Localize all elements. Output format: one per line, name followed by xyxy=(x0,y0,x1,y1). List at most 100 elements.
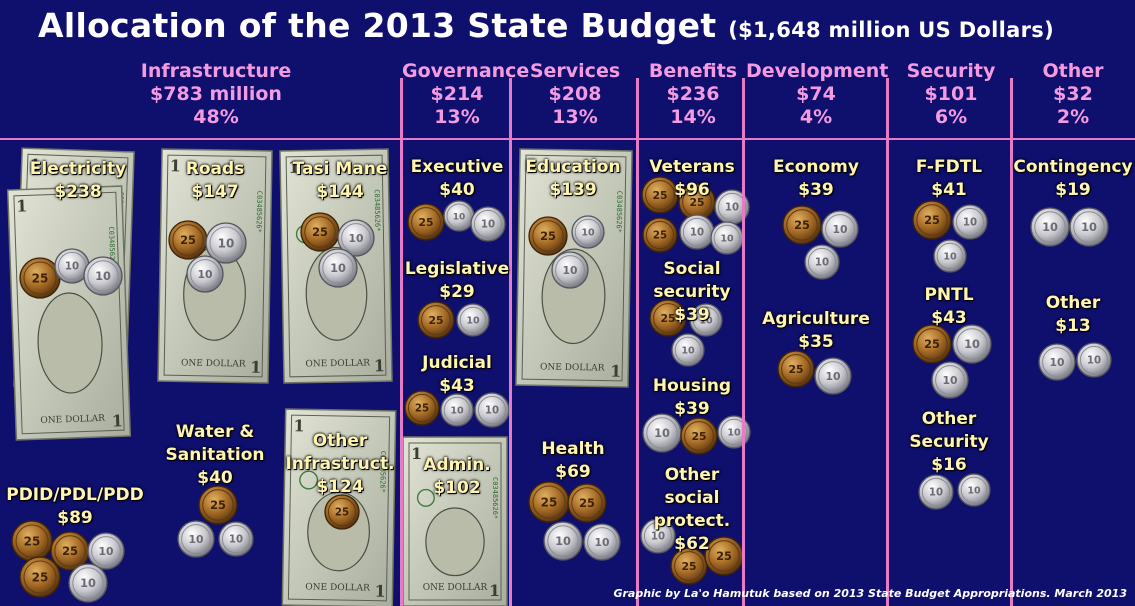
silver-coin-icon: 10 xyxy=(1069,207,1109,247)
silver-coin-icon: 10 xyxy=(470,206,506,242)
silver-coin-icon: 10 xyxy=(218,521,254,557)
copper-coin-icon: 25 xyxy=(670,547,708,585)
svg-text:10: 10 xyxy=(229,535,243,546)
copper-coin-icon: 25 xyxy=(168,220,208,260)
svg-text:25: 25 xyxy=(418,216,433,229)
svg-text:10: 10 xyxy=(188,533,203,546)
item-legislative: Legislative $29 xyxy=(404,259,510,302)
category-benefits: Benefits $236 14% xyxy=(648,60,738,128)
svg-text:10: 10 xyxy=(1042,220,1058,234)
silver-coin-icon: 10 xyxy=(821,210,859,248)
svg-text:25: 25 xyxy=(653,231,667,242)
column-divider xyxy=(509,78,512,606)
item-electricity: Electricity $238 xyxy=(29,159,127,202)
svg-text:C03485626*: C03485626* xyxy=(107,226,116,268)
copper-coin-icon: 25 xyxy=(567,483,607,523)
item-other-security: Other Security $16 xyxy=(909,409,989,475)
svg-text:25: 25 xyxy=(32,570,49,584)
silver-coin-icon: 10 xyxy=(474,392,510,428)
svg-text:25: 25 xyxy=(691,430,706,443)
svg-text:10: 10 xyxy=(485,406,499,417)
svg-text:10: 10 xyxy=(963,218,977,229)
copper-coin-icon: 25 xyxy=(680,417,718,455)
silver-coin-icon: 10 xyxy=(571,215,605,249)
silver-coin-icon: 10 xyxy=(671,333,705,367)
svg-text:1: 1 xyxy=(250,358,261,377)
item-water-sanitation: Water & Sanitation $40 xyxy=(165,422,265,488)
svg-text:10: 10 xyxy=(943,252,957,263)
svg-text:10: 10 xyxy=(964,337,980,351)
svg-text:10: 10 xyxy=(555,534,571,548)
silver-coin-icon: 10 xyxy=(583,523,621,561)
svg-text:10: 10 xyxy=(681,346,695,357)
svg-text:10: 10 xyxy=(197,268,212,281)
svg-text:1: 1 xyxy=(528,156,539,175)
silver-coin-icon: 10 xyxy=(814,357,852,395)
copper-coin-icon: 25 xyxy=(19,556,61,598)
svg-text:25: 25 xyxy=(210,498,226,512)
svg-text:10: 10 xyxy=(450,406,464,417)
svg-text:10: 10 xyxy=(825,370,840,383)
svg-text:10: 10 xyxy=(727,428,741,439)
svg-text:10: 10 xyxy=(832,223,847,236)
copper-coin-icon: 25 xyxy=(407,203,445,241)
svg-text:10: 10 xyxy=(654,426,670,440)
item-education: Education $139 xyxy=(525,157,621,200)
svg-text:10: 10 xyxy=(1049,356,1064,369)
item-housing: Housing $39 xyxy=(652,376,732,419)
silver-coin-icon: 10 xyxy=(443,200,475,232)
svg-text:25: 25 xyxy=(540,229,556,243)
svg-text:10: 10 xyxy=(942,374,957,387)
svg-text:10: 10 xyxy=(348,232,363,245)
copper-coin-icon: 25 xyxy=(404,390,440,426)
svg-text:1: 1 xyxy=(374,582,385,601)
silver-coin-icon: 10 xyxy=(186,255,224,293)
source-credit: Graphic by La'o Hamutuk based on 2013 St… xyxy=(613,587,1127,600)
item-judicial: Judicial $43 xyxy=(422,353,492,396)
svg-text:C03485626*: C03485626* xyxy=(615,191,624,233)
svg-text:25: 25 xyxy=(788,363,803,376)
copper-coin-icon: 25 xyxy=(50,531,90,571)
silver-coin-icon: 10 xyxy=(931,361,969,399)
svg-text:ONE DOLLAR: ONE DOLLAR xyxy=(305,358,370,369)
silver-coin-icon: 10 xyxy=(1076,342,1112,378)
svg-text:25: 25 xyxy=(62,544,78,558)
svg-text:10: 10 xyxy=(815,258,829,269)
silver-coin-icon: 10 xyxy=(337,219,375,257)
category-services: Services $208 13% xyxy=(529,60,621,128)
item-tasi-mane: Tasi Mane $144 xyxy=(292,159,388,202)
svg-text:10: 10 xyxy=(453,212,466,222)
silver-coin-icon: 10 xyxy=(933,239,967,273)
svg-text:10: 10 xyxy=(330,261,346,275)
svg-text:25: 25 xyxy=(541,495,558,509)
svg-text:10: 10 xyxy=(98,545,113,558)
silver-coin-icon: 10 xyxy=(710,221,744,255)
svg-text:10: 10 xyxy=(1081,220,1097,234)
category-security: Security $101 6% xyxy=(906,60,996,128)
silver-coin-icon: 10 xyxy=(83,256,123,296)
copper-coin-icon: 25 xyxy=(198,485,238,525)
column-divider xyxy=(1010,78,1013,606)
svg-text:1: 1 xyxy=(374,356,385,375)
svg-text:10: 10 xyxy=(562,264,577,277)
copper-coin-icon: 25 xyxy=(11,520,53,562)
copper-coin-icon: 25 xyxy=(417,301,455,339)
silver-coin-icon: 10 xyxy=(804,244,840,280)
item-veterans: Veterans $96 xyxy=(649,157,735,200)
silver-coin-icon: 10 xyxy=(551,251,589,289)
item-contingency: Contingency $19 xyxy=(1013,157,1133,200)
copper-coin-icon: 25 xyxy=(300,212,340,252)
item-health: Health $69 xyxy=(541,439,605,482)
svg-text:25: 25 xyxy=(24,534,41,548)
svg-text:10: 10 xyxy=(651,532,665,543)
svg-text:25: 25 xyxy=(652,189,667,202)
silver-coin-icon: 10 xyxy=(679,214,715,250)
copper-coin-icon: 25 xyxy=(642,217,678,253)
item-executive: Executive $40 xyxy=(410,157,504,200)
silver-coin-icon: 10 xyxy=(318,248,358,288)
copper-coin-icon: 25 xyxy=(324,494,360,530)
svg-text:10: 10 xyxy=(720,234,734,245)
svg-text:10: 10 xyxy=(929,488,943,499)
item-pntl: PNTL $43 xyxy=(924,285,974,328)
category-other: Other $32 2% xyxy=(1042,60,1104,128)
